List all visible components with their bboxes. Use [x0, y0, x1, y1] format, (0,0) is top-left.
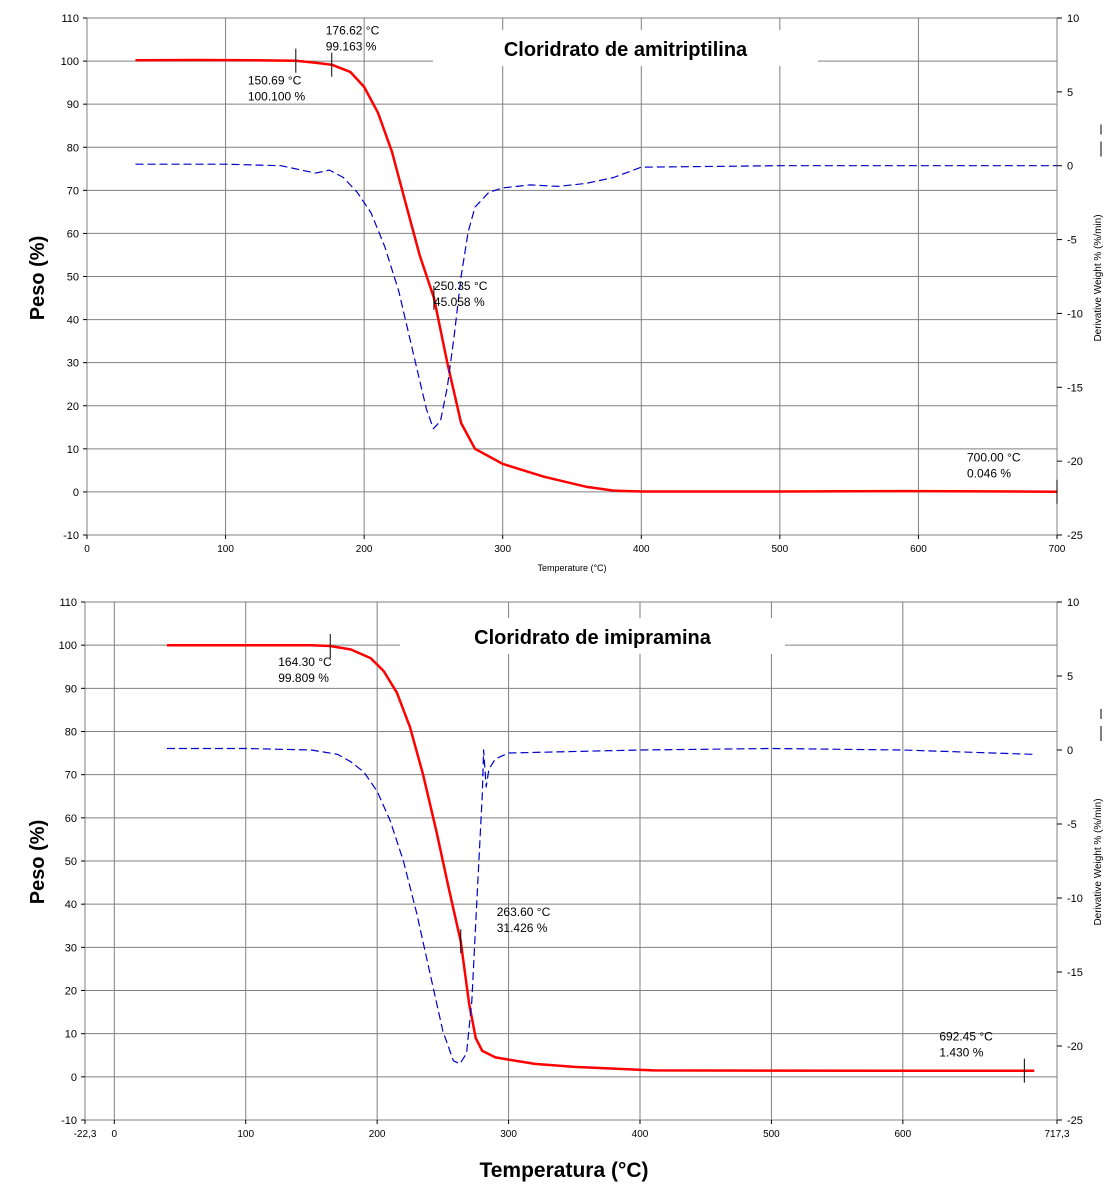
x-tick-label: 300	[500, 1129, 517, 1140]
y-axis-label: Peso (%)	[27, 820, 49, 904]
x-tick-label: 700	[1049, 544, 1066, 555]
y2-tick-label: -5	[1067, 819, 1077, 831]
y-tick-label: 90	[67, 99, 79, 111]
y-tick-label: 60	[67, 228, 79, 240]
y-tick-label: 100	[59, 640, 77, 652]
y-tick-label: 50	[65, 856, 77, 868]
x-tick-label: 0	[84, 544, 90, 555]
y2-tick-label: 5	[1067, 671, 1073, 683]
annotation-label: 31.426 %	[497, 921, 548, 935]
annotation-label: 692.45 °C	[939, 1030, 993, 1044]
y-axis-label: Peso (%)	[27, 236, 49, 320]
annotation-label: 100.100 %	[248, 90, 306, 104]
annotation-label: 150.69 °C	[248, 74, 302, 88]
annotation-label: 176.62 °C	[326, 24, 380, 38]
y2-tick-label: -25	[1067, 530, 1083, 542]
y-tick-label: 40	[65, 899, 77, 911]
x-tick-label: 717,3	[1044, 1129, 1069, 1140]
y-tick-label: 50	[67, 272, 79, 284]
y-tick-label: 110	[61, 13, 79, 25]
title-box	[400, 618, 785, 654]
y-tick-label: 10	[65, 1029, 77, 1041]
annotation-label: 263.60 °C	[497, 905, 551, 919]
x-tick-label: 100	[237, 1129, 254, 1140]
y-tick-label: 90	[65, 683, 77, 695]
y2-tick-label: 0	[1067, 161, 1073, 173]
x-tick-label: 500	[772, 544, 789, 555]
annotation-label: 700.00 °C	[967, 451, 1021, 465]
y2-tick-label: 10	[1067, 597, 1079, 609]
y2-tick-label: 10	[1067, 13, 1079, 25]
x-axis-label: Temperatura (°C)	[479, 1159, 648, 1182]
y-tick-label: -10	[63, 530, 79, 542]
y2-tick-label: -10	[1067, 893, 1083, 905]
annotation-label: 99.809 %	[278, 671, 329, 685]
weight-curve	[166, 643, 1035, 1072]
y-tick-label: 20	[67, 401, 79, 413]
y2-tick-label: 0	[1067, 745, 1073, 757]
y-tick-label: 40	[67, 315, 79, 327]
annotation-label: 0.046 %	[967, 467, 1011, 481]
derivative-curve	[135, 163, 1057, 430]
x-tick-label: 600	[910, 544, 927, 555]
x-tick-label: -22,3	[74, 1129, 97, 1140]
annotation-label: 164.30 °C	[278, 655, 332, 669]
y-tick-label: 70	[65, 770, 77, 782]
right-axis-label: Derivative Weight % (%/min)	[1093, 214, 1104, 341]
chart-title: Cloridrato de imipramina	[474, 627, 712, 649]
y2-tick-label: -10	[1067, 308, 1083, 320]
x-tick-label: 0	[112, 1129, 118, 1140]
y-tick-label: 10	[67, 444, 79, 456]
right-axis-label: Derivative Weight % (%/min)	[1093, 798, 1104, 925]
y-tick-label: 110	[59, 597, 77, 609]
y-tick-label: 100	[61, 56, 79, 68]
x-tick-label: 600	[894, 1129, 911, 1140]
chart-amitriptilina: Peso (%) Derivative Weight % (%/min) Tem…	[27, 13, 1104, 573]
annotation-label: 250.35 °C	[434, 279, 488, 293]
x-tick-label: 400	[633, 544, 650, 555]
annotation-label: 45.058 %	[434, 295, 485, 309]
y2-tick-label: -20	[1067, 1041, 1083, 1053]
y-tick-label: 0	[73, 487, 79, 499]
y-tick-label: 30	[65, 942, 77, 954]
y-tick-label: 20	[65, 986, 77, 998]
y-tick-label: -10	[61, 1115, 77, 1127]
y2-tick-label: 5	[1067, 87, 1073, 99]
y-tick-label: 30	[67, 358, 79, 370]
y-tick-label: 60	[65, 813, 77, 825]
x-tick-label: 200	[356, 544, 373, 555]
y2-tick-label: -5	[1067, 235, 1077, 247]
x-tick-label: 100	[217, 544, 234, 555]
x-tick-label: 400	[632, 1129, 649, 1140]
chart-title: Cloridrato de amitriptilina	[504, 39, 748, 61]
chart-imipramina: Peso (%) Derivative Weight % (%/min) Tem…	[27, 597, 1104, 1182]
y-tick-label: 70	[67, 185, 79, 197]
derivative-curve	[166, 747, 1035, 1065]
y2-tick-label: -15	[1067, 967, 1083, 979]
y2-tick-label: -25	[1067, 1115, 1083, 1127]
y-tick-label: 0	[71, 1072, 77, 1084]
x-tick-label: 300	[494, 544, 511, 555]
y-tick-label: 80	[65, 727, 77, 739]
x-tick-label: 500	[763, 1129, 780, 1140]
y-tick-label: 80	[67, 142, 79, 154]
y2-tick-label: -15	[1067, 382, 1083, 394]
title-box	[433, 30, 818, 66]
y2-tick-label: -20	[1067, 456, 1083, 468]
annotation-label: 99.163 %	[326, 40, 377, 54]
x-axis-label: Temperature (°C)	[537, 563, 606, 573]
x-tick-label: 200	[369, 1129, 386, 1140]
annotation-label: 1.430 %	[939, 1046, 983, 1060]
weight-curve	[135, 58, 1058, 493]
